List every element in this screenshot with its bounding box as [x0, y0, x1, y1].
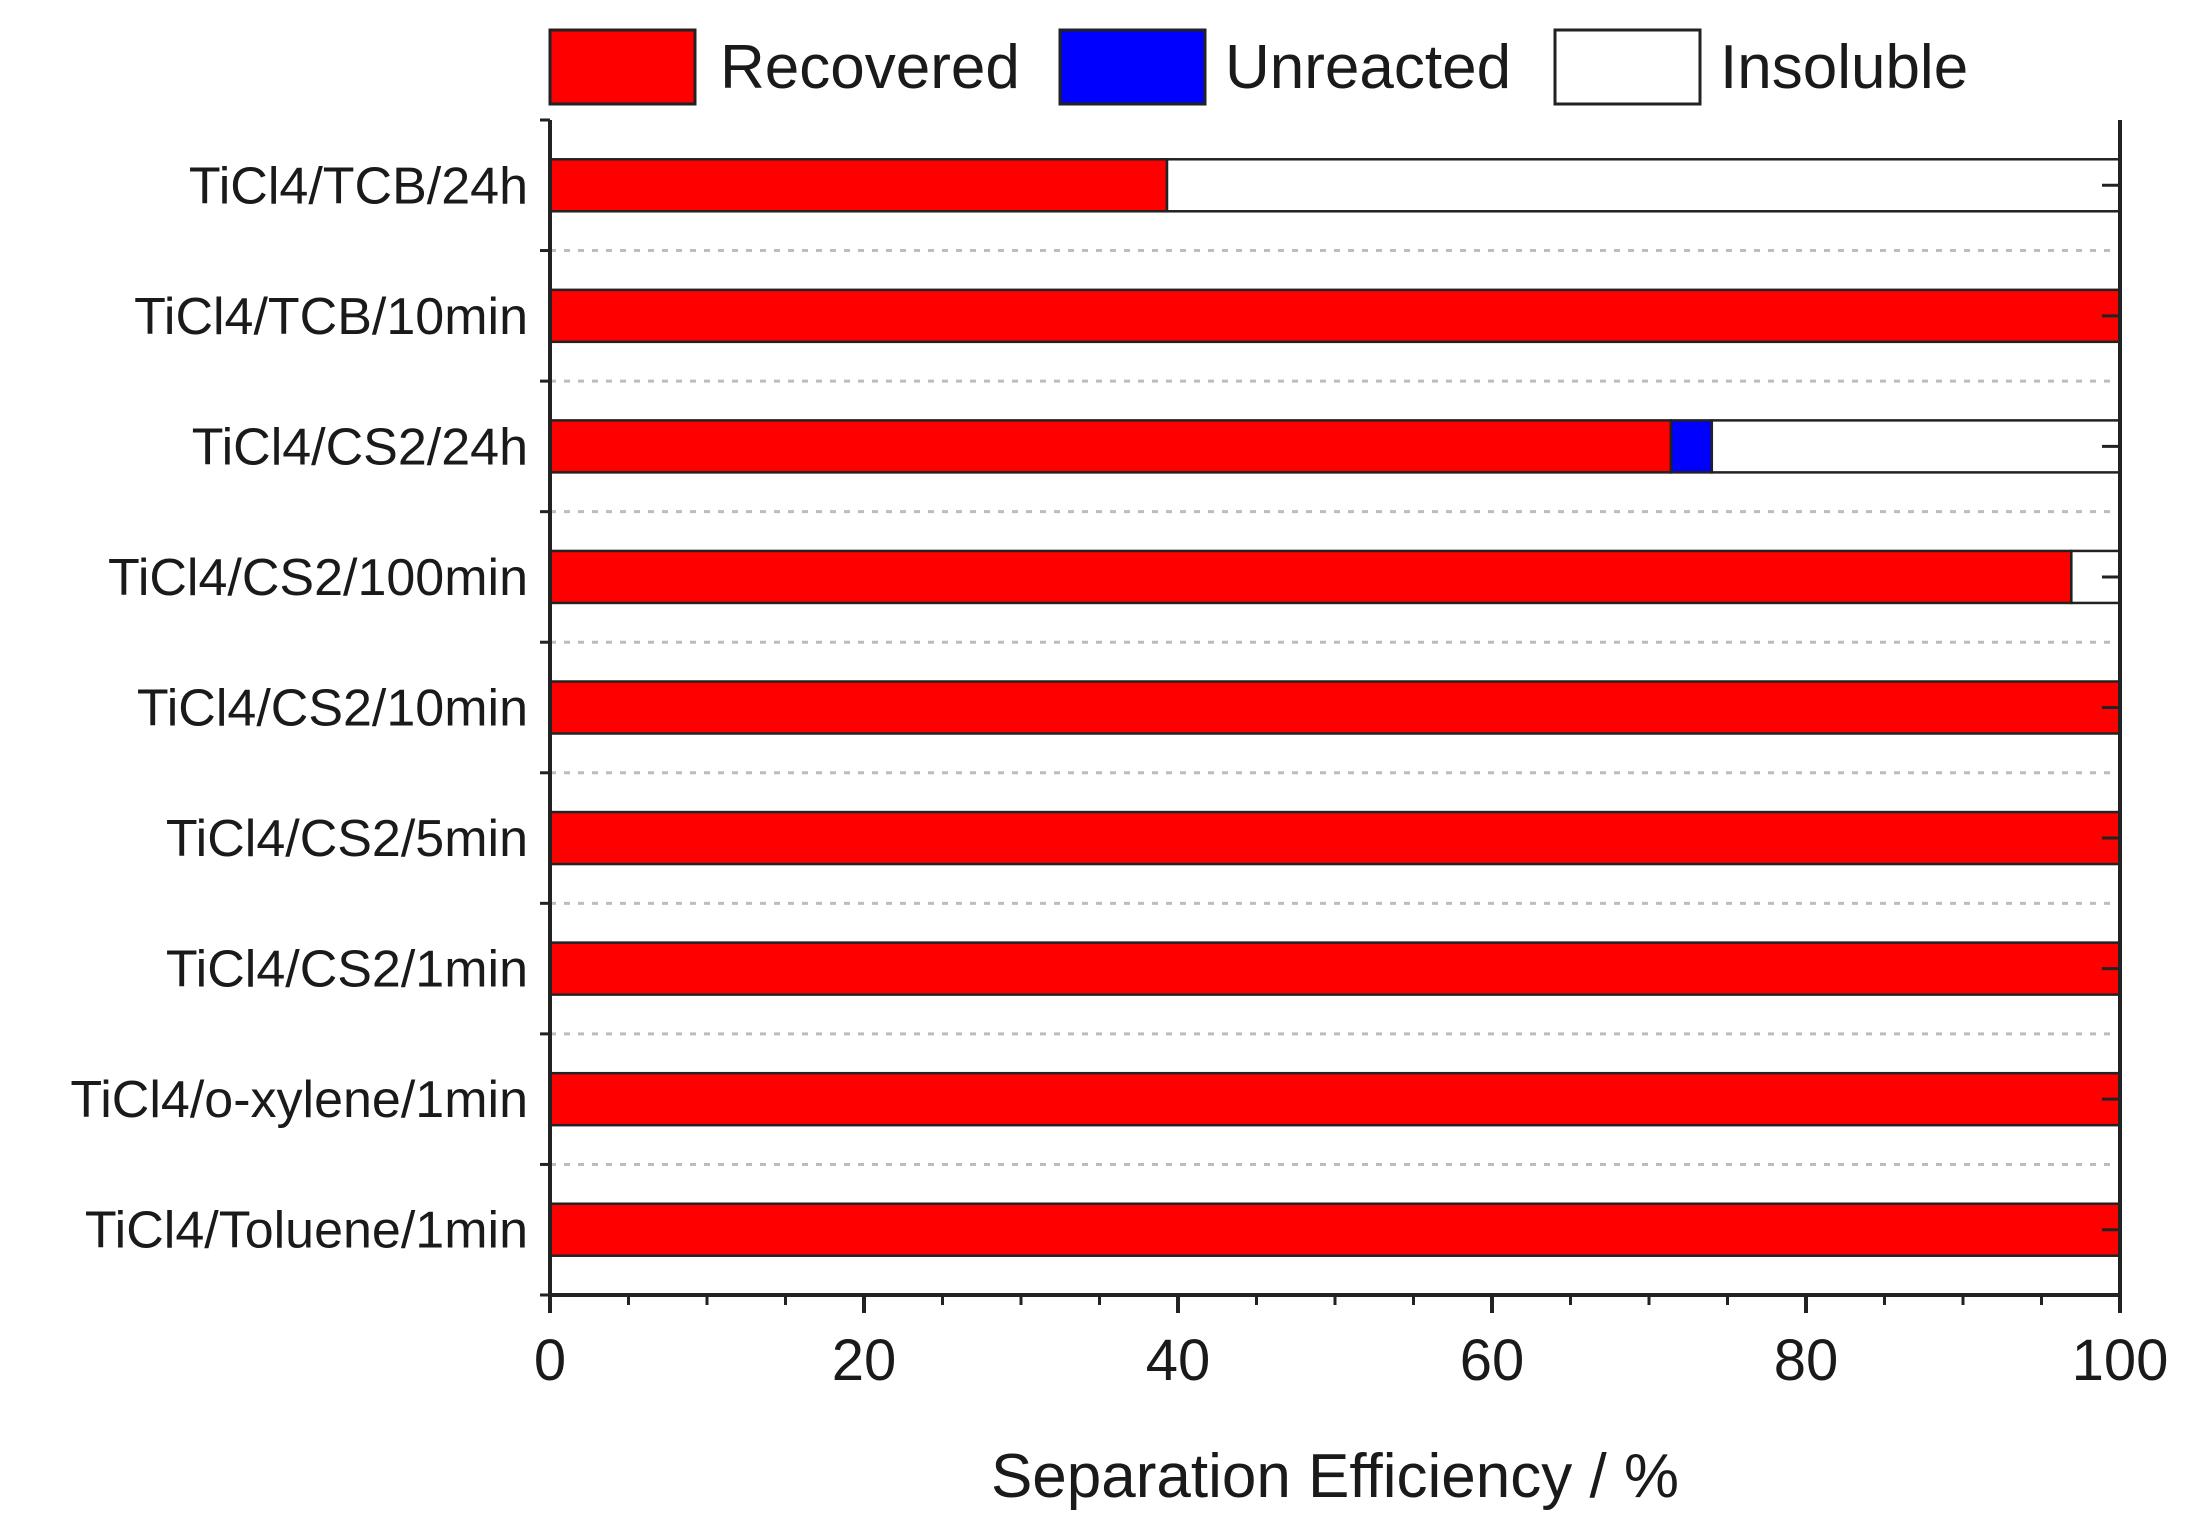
bar-recovered-3	[548, 549, 2073, 605]
bar-recovered-2	[548, 419, 1673, 474]
category-label: TiCl4/Toluene/1min	[85, 1202, 528, 1260]
x-tick-label: 60	[1460, 1328, 1525, 1393]
bar-recovered-0	[548, 158, 1169, 213]
bar-recovered-4	[548, 680, 2122, 735]
category-label: TiCl4/TCB/10min	[134, 288, 528, 346]
bar-recovered-1	[548, 288, 2122, 344]
legend-swatch-recovered	[548, 28, 697, 106]
bar-insoluble-0	[1165, 158, 2122, 213]
category-label: TiCl4/CS2/5min	[166, 810, 528, 868]
x-tick-label: 0	[534, 1328, 566, 1393]
x-tick-label: 100	[2072, 1328, 2169, 1393]
legend: Recovered Unreacted Insoluble	[548, 28, 1968, 106]
x-tick-label: 80	[1774, 1328, 1839, 1393]
x-tick-label: 40	[1146, 1328, 1211, 1393]
x-axis-title: Separation Efficiency / %	[991, 1442, 1679, 1511]
legend-label: Unreacted	[1225, 33, 1511, 102]
bar-recovered-6	[548, 941, 2122, 996]
bar-recovered-5	[548, 810, 2122, 866]
legend-swatch-insoluble	[1553, 28, 1702, 106]
gridlines	[550, 249, 2120, 1166]
category-label: TiCl4/CS2/10min	[137, 680, 528, 738]
legend-label: Insoluble	[1720, 33, 1968, 102]
bar-insoluble-2	[1710, 419, 2122, 474]
category-label: TiCl4/CS2/100min	[108, 549, 528, 607]
bar-recovered-7	[548, 1071, 2122, 1127]
category-label: TiCl4/o-xylene/1min	[70, 1071, 528, 1129]
bar-unreacted-2	[1669, 419, 1714, 474]
legend-swatch-unreacted	[1058, 28, 1207, 106]
category-label: TiCl4/TCB/24h	[189, 157, 528, 215]
category-label: TiCl4/CS2/24h	[192, 418, 528, 476]
legend-label: Recovered	[720, 33, 1020, 102]
x-axis: 0 20 40 60 80 100	[534, 1295, 2169, 1393]
bars	[548, 158, 2122, 1257]
category-label: TiCl4/CS2/1min	[166, 941, 528, 999]
bar-recovered-8	[548, 1202, 2122, 1257]
y-axis: TiCl4/TCB/24h TiCl4/TCB/10min TiCl4/CS2/24…	[70, 118, 2120, 1297]
x-tick-label: 20	[832, 1328, 897, 1393]
